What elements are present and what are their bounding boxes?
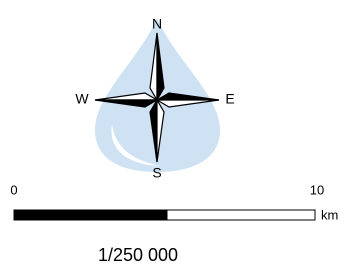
east-label: E	[225, 91, 234, 107]
map-elements: N S W E 0 10 km 1/250 000	[0, 0, 350, 278]
page: N S W E 0 10 km 1/250 000 (() => { const…	[0, 0, 350, 278]
scale-unit: km	[321, 207, 338, 222]
scale-segment	[14, 210, 167, 220]
north-label: N	[152, 16, 162, 32]
compass-rose: N S W E	[75, 16, 234, 181]
scale-start-label: 0	[10, 182, 17, 197]
scale-end-label: 10	[310, 182, 324, 197]
scale-ratio: 1/250 000	[98, 245, 178, 265]
south-label: S	[152, 165, 161, 181]
scale-bar: 0 10 km	[10, 182, 338, 222]
west-label: W	[75, 91, 89, 107]
scale-segment	[167, 210, 315, 220]
